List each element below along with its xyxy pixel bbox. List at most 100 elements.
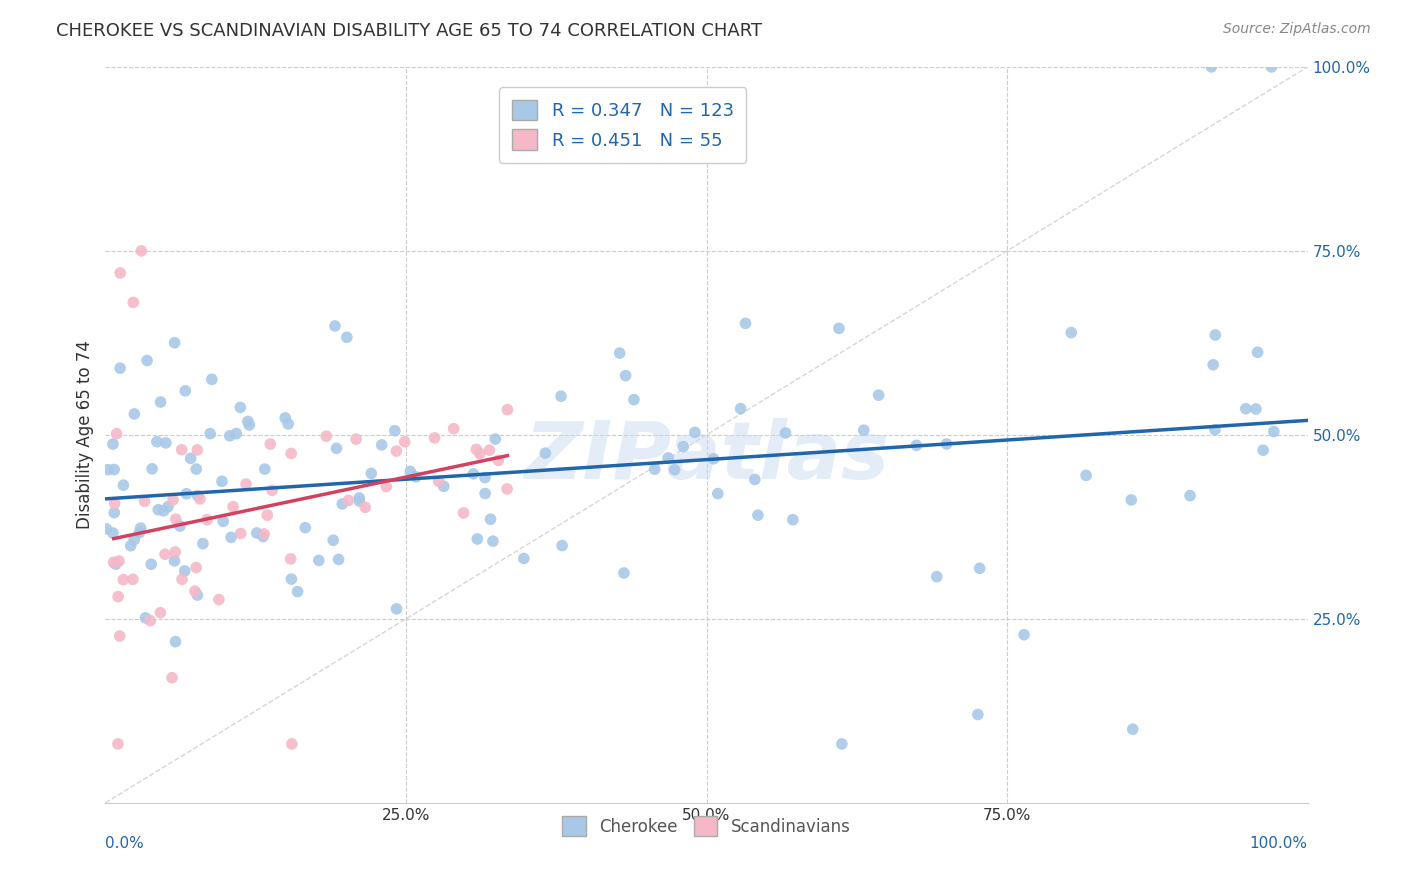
- Point: [108, 266, 131, 280]
- Point: [173, 564, 195, 578]
- Point: [187, 489, 209, 503]
- Point: [208, 592, 231, 607]
- Point: [385, 444, 408, 458]
- Point: [163, 335, 186, 350]
- Point: [253, 527, 276, 541]
- Point: [427, 475, 450, 489]
- Point: [141, 558, 163, 572]
- Point: [191, 536, 214, 550]
- Point: [97, 463, 120, 477]
- Point: [399, 464, 422, 478]
- Legend: Cherokee, Scandinavians: Cherokee, Scandinavians: [555, 810, 858, 842]
- Point: [281, 737, 304, 751]
- Point: [128, 525, 150, 540]
- Point: [96, 522, 118, 536]
- Point: [174, 384, 197, 398]
- Point: [287, 584, 309, 599]
- Point: [747, 508, 769, 523]
- Point: [852, 423, 875, 437]
- Point: [323, 318, 346, 333]
- Point: [160, 671, 183, 685]
- Point: [131, 244, 153, 258]
- Point: [551, 539, 574, 553]
- Point: [280, 446, 302, 460]
- Point: [657, 450, 679, 465]
- Point: [120, 539, 142, 553]
- Point: [482, 534, 505, 549]
- Point: [136, 353, 159, 368]
- Point: [280, 572, 302, 586]
- Point: [479, 512, 502, 526]
- Point: [148, 502, 170, 516]
- Point: [534, 446, 557, 460]
- Point: [186, 560, 208, 574]
- Point: [186, 588, 208, 602]
- Point: [169, 519, 191, 533]
- Point: [328, 552, 350, 566]
- Point: [277, 417, 299, 431]
- Point: [375, 480, 398, 494]
- Point: [156, 500, 179, 514]
- Point: [1178, 489, 1201, 503]
- Point: [550, 389, 572, 403]
- Point: [1244, 402, 1267, 417]
- Point: [184, 584, 207, 599]
- Point: [730, 401, 752, 416]
- Point: [1012, 628, 1035, 642]
- Point: [496, 482, 519, 496]
- Point: [134, 611, 156, 625]
- Point: [702, 451, 724, 466]
- Point: [112, 573, 135, 587]
- Point: [394, 434, 416, 449]
- Point: [186, 462, 208, 476]
- Point: [122, 295, 145, 310]
- Text: 100.0%: 100.0%: [1250, 836, 1308, 851]
- Point: [155, 436, 177, 450]
- Point: [385, 602, 408, 616]
- Point: [222, 500, 245, 514]
- Point: [1251, 443, 1274, 458]
- Point: [229, 526, 252, 541]
- Point: [103, 555, 125, 569]
- Point: [468, 447, 491, 461]
- Point: [405, 470, 427, 484]
- Point: [370, 438, 392, 452]
- Point: [146, 434, 169, 449]
- Point: [162, 492, 184, 507]
- Point: [707, 486, 730, 500]
- Point: [474, 470, 496, 484]
- Point: [124, 407, 146, 421]
- Point: [1122, 723, 1144, 737]
- Point: [122, 572, 145, 586]
- Point: [229, 401, 252, 415]
- Point: [141, 462, 163, 476]
- Point: [170, 442, 193, 457]
- Point: [186, 442, 208, 457]
- Point: [1060, 326, 1083, 340]
- Point: [165, 512, 187, 526]
- Point: [108, 554, 131, 568]
- Point: [1204, 423, 1226, 437]
- Point: [165, 545, 187, 559]
- Point: [496, 402, 519, 417]
- Point: [1263, 425, 1285, 439]
- Point: [104, 496, 127, 510]
- Point: [149, 606, 172, 620]
- Point: [235, 477, 257, 491]
- Point: [105, 426, 128, 441]
- Point: [1121, 492, 1143, 507]
- Point: [122, 533, 145, 547]
- Point: [104, 557, 127, 571]
- Point: [1202, 358, 1225, 372]
- Point: [775, 425, 797, 440]
- Point: [218, 429, 240, 443]
- Point: [744, 473, 766, 487]
- Point: [107, 737, 129, 751]
- Point: [349, 494, 371, 508]
- Point: [256, 508, 278, 523]
- Point: [134, 494, 156, 508]
- Point: [330, 497, 353, 511]
- Point: [347, 491, 370, 505]
- Point: [478, 443, 501, 458]
- Point: [246, 525, 269, 540]
